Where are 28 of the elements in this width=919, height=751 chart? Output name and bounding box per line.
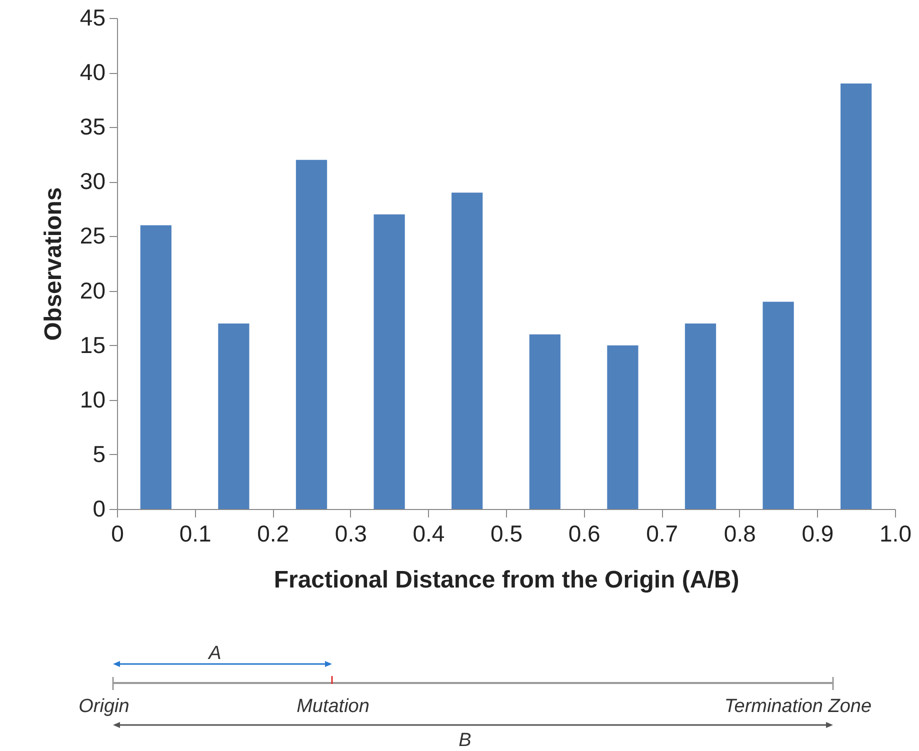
y-tick-label: 20 xyxy=(80,277,106,304)
y-tick-label: 5 xyxy=(92,440,106,467)
y-tick-label: 40 xyxy=(80,59,106,86)
x-tick-label: 0.6 xyxy=(568,520,600,546)
text: A xyxy=(208,643,222,664)
y-axis-title: Observations xyxy=(40,187,67,341)
x-tick-label: 0.1 xyxy=(179,520,212,546)
x-tick-label: 0.2 xyxy=(257,520,290,546)
y-tick-label: 10 xyxy=(80,386,106,412)
y-tick-label: 25 xyxy=(80,222,106,249)
y-tick-label: 45 xyxy=(80,4,106,30)
y-tick-label: 15 xyxy=(80,332,106,358)
x-tick-label: 0 xyxy=(111,520,124,546)
x-tick-label: 0.7 xyxy=(646,520,678,546)
y-tick-label: 0 xyxy=(92,496,106,522)
y-tick-label: 30 xyxy=(80,168,106,194)
text: Termination Zone xyxy=(724,696,872,717)
x-tick-label: 0.5 xyxy=(490,520,522,546)
y-tick-label: 35 xyxy=(80,114,106,140)
text: Origin xyxy=(78,696,130,717)
x-tick-label: 0.4 xyxy=(412,520,445,546)
x-tick-label: 0.8 xyxy=(724,520,756,546)
x-axis-title: Fractional Distance from the Origin (A/B) xyxy=(274,566,740,594)
x-tick-label: 1.0 xyxy=(880,520,912,546)
text: B xyxy=(458,730,472,751)
text: Mutation xyxy=(296,696,370,717)
x-tick-label: 0.3 xyxy=(334,520,367,546)
x-tick-label: 0.9 xyxy=(802,520,834,546)
